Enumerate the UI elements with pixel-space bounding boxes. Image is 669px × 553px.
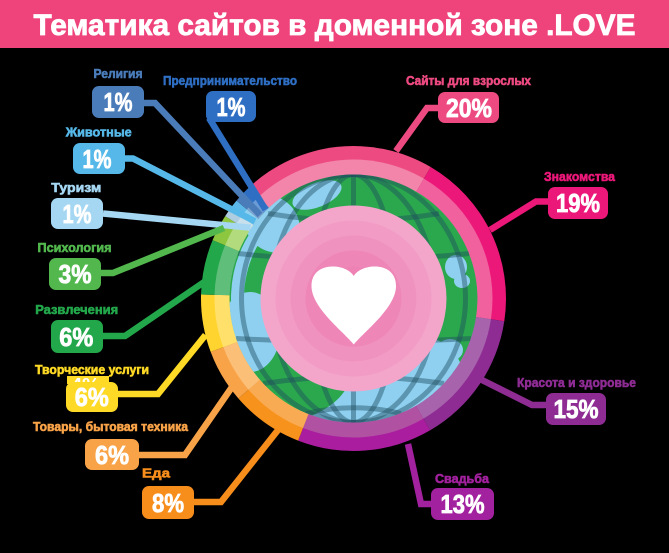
svg-text:6%: 6% bbox=[95, 440, 129, 470]
svg-text:6%: 6% bbox=[59, 322, 93, 352]
svg-text:3%: 3% bbox=[59, 259, 92, 289]
svg-text:Сайты для взрослых: Сайты для взрослых bbox=[406, 73, 532, 88]
svg-text:19%: 19% bbox=[556, 188, 600, 218]
svg-text:13%: 13% bbox=[441, 489, 485, 519]
svg-text:Туризм: Туризм bbox=[51, 180, 101, 195]
svg-text:Религия: Религия bbox=[94, 66, 143, 81]
svg-text:Товары, бытовая техника: Товары, бытовая техника bbox=[33, 419, 189, 434]
svg-text:15%: 15% bbox=[554, 394, 599, 424]
svg-text:6%: 6% bbox=[75, 382, 109, 412]
svg-text:20%: 20% bbox=[446, 93, 492, 123]
svg-text:1%: 1% bbox=[104, 87, 133, 117]
svg-text:Развлечения: Развлечения bbox=[35, 302, 118, 317]
svg-text:1%: 1% bbox=[83, 144, 112, 174]
svg-text:1%: 1% bbox=[217, 92, 246, 122]
svg-text:8%: 8% bbox=[152, 488, 184, 518]
svg-text:Психология: Психология bbox=[38, 240, 112, 255]
svg-text:Творческие услуги: Творческие услуги bbox=[35, 362, 149, 377]
svg-text:Животные: Животные bbox=[65, 125, 132, 140]
svg-text:Знакомства: Знакомства bbox=[544, 169, 616, 184]
svg-text:Предпринимательство: Предпринимательство bbox=[163, 73, 297, 88]
svg-text:Еда: Еда bbox=[142, 466, 171, 481]
svg-text:Тематика сайтов в доменной зон: Тематика сайтов в доменной зоне .LOVE bbox=[34, 9, 636, 42]
svg-text:1%: 1% bbox=[63, 199, 92, 229]
svg-text:Красота и здоровье: Красота и здоровье bbox=[517, 375, 636, 390]
svg-text:Свадьба: Свадьба bbox=[435, 471, 490, 486]
